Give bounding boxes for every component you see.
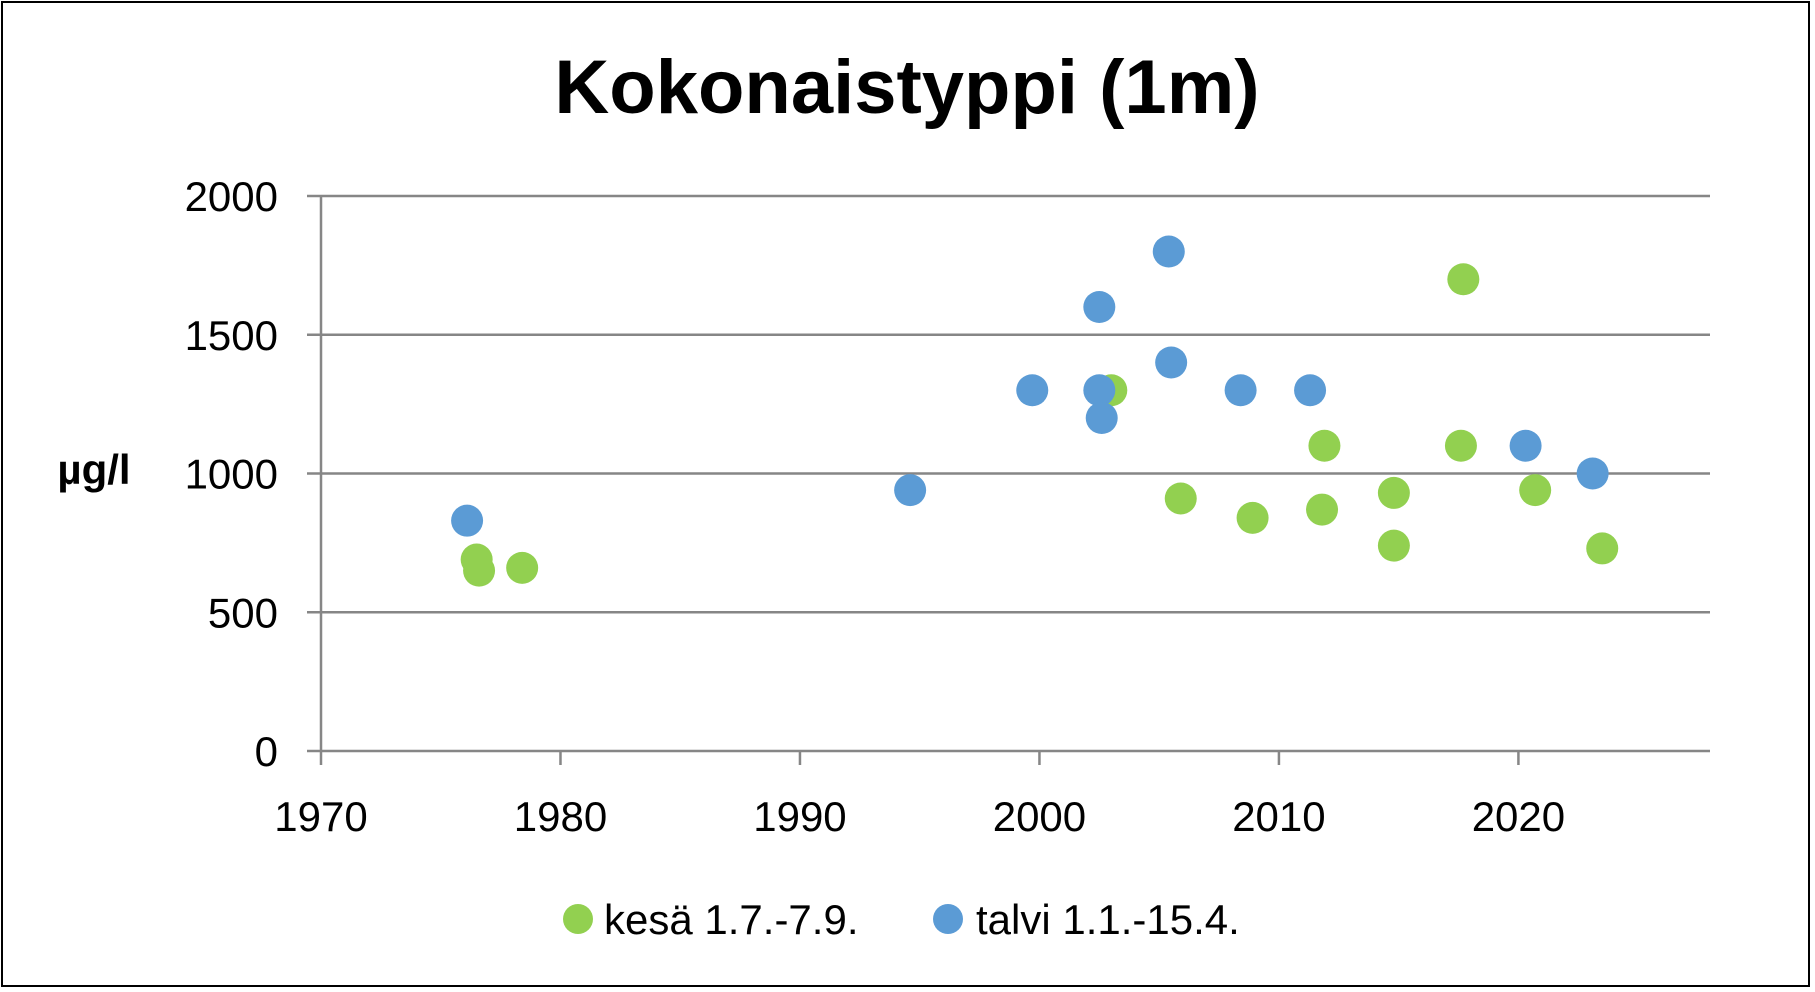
data-point-talvi-9 bbox=[1294, 374, 1327, 407]
gridlines bbox=[321, 194, 1710, 614]
data-point-kesa-9 bbox=[1377, 529, 1410, 562]
data-point-kesa-8 bbox=[1377, 476, 1410, 509]
data-point-kesa-13 bbox=[1586, 532, 1619, 565]
y-axis-label: µg/l bbox=[57, 446, 130, 493]
x-tick-label-2010: 2010 bbox=[1232, 793, 1325, 840]
data-point-kesa-1 bbox=[463, 554, 496, 587]
data-point-talvi-10 bbox=[1509, 429, 1542, 462]
y-tick-label-1500: 1500 bbox=[185, 312, 278, 359]
data-point-talvi-2 bbox=[1016, 374, 1049, 407]
legend-label-talvi: talvi 1.1.-15.4. bbox=[976, 896, 1240, 943]
y-tick-label-1000: 1000 bbox=[185, 451, 278, 498]
y-tick-label-2000: 2000 bbox=[185, 173, 278, 220]
legend-label-kesa: kesä 1.7.-7.9. bbox=[604, 896, 858, 943]
x-tick-label-2020: 2020 bbox=[1472, 793, 1565, 840]
data-point-kesa-4 bbox=[1164, 482, 1197, 515]
data-point-talvi-6 bbox=[1152, 235, 1185, 268]
data-point-kesa-6 bbox=[1308, 429, 1341, 462]
x-tick-label-1990: 1990 bbox=[753, 793, 846, 840]
y-tick-label-0: 0 bbox=[255, 728, 278, 775]
data-point-kesa-2 bbox=[506, 551, 539, 584]
data-point-talvi-1 bbox=[894, 474, 927, 507]
x-tick-labels: 1970 1980 1990 2000 2010 2020 bbox=[274, 793, 1565, 840]
data-point-kesa-5 bbox=[1236, 501, 1269, 534]
data-point-talvi-7 bbox=[1155, 346, 1188, 379]
y-tick-labels: 0 500 1000 1500 2000 bbox=[185, 173, 278, 775]
axes bbox=[307, 194, 1710, 765]
x-tick-label-1970: 1970 bbox=[274, 793, 367, 840]
data-point-kesa-12 bbox=[1519, 474, 1552, 507]
data-point-talvi-11 bbox=[1576, 457, 1609, 490]
data-point-talvi-5 bbox=[1085, 402, 1118, 434]
x-tick-label-1980: 1980 bbox=[514, 793, 607, 840]
data-point-kesa-11 bbox=[1444, 429, 1477, 462]
data-points bbox=[451, 235, 1619, 587]
data-point-talvi-3 bbox=[1083, 291, 1116, 323]
data-point-talvi-4 bbox=[1083, 374, 1116, 407]
x-tick-label-2000: 2000 bbox=[993, 793, 1086, 840]
data-point-kesa-7 bbox=[1306, 493, 1339, 526]
legend-marker-talvi bbox=[933, 904, 963, 934]
legend-marker-kesa bbox=[563, 904, 593, 934]
y-tick-label-500: 500 bbox=[208, 589, 278, 636]
data-point-kesa-10 bbox=[1447, 263, 1480, 296]
data-point-talvi-8 bbox=[1224, 374, 1257, 407]
data-point-talvi-0 bbox=[451, 504, 484, 537]
chart-title: Kokonaistyppi (1m) bbox=[554, 45, 1259, 130]
legend: kesä 1.7.-7.9. talvi 1.1.-15.4. bbox=[563, 896, 1240, 943]
